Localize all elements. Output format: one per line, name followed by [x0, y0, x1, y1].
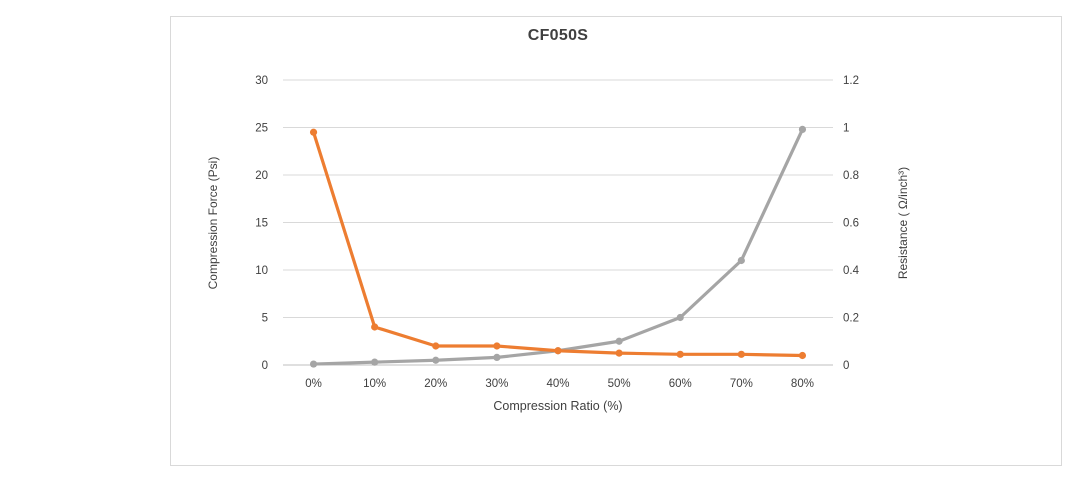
- left-axis-tick-label: 5: [262, 313, 268, 325]
- data-point-resistance: [554, 347, 562, 355]
- data-point-resistance: [676, 350, 684, 358]
- x-axis-tick-label: 30%: [485, 378, 508, 390]
- left-axis-tick-label: 15: [255, 218, 268, 230]
- data-point-compression-force: [737, 256, 745, 265]
- series-line-resistance: [311, 130, 805, 358]
- data-point-compression-force: [676, 313, 684, 322]
- x-axis-tick-label: 0%: [305, 378, 322, 390]
- x-axis-tick-label: 80%: [791, 378, 814, 390]
- right-axis-tick-label: 1.2: [843, 75, 859, 87]
- data-point-resistance: [432, 342, 440, 350]
- left-axis-tick-label: 10: [255, 265, 268, 277]
- data-point-compression-force: [493, 353, 501, 361]
- right-axis-tick-label: 1: [843, 123, 849, 135]
- left-axis-tick-label: 30: [255, 75, 268, 87]
- right-axis-tick-label: 0.6: [843, 218, 859, 230]
- data-point-compression-force: [798, 125, 807, 133]
- right-axis-tick-label: 0.8: [843, 170, 859, 182]
- right-axis-tick-label: 0.4: [843, 265, 860, 277]
- data-point-resistance: [615, 349, 623, 357]
- x-axis-title: Compression Ratio (%): [493, 399, 623, 413]
- x-axis-tick-label: 10%: [363, 378, 386, 390]
- data-point-compression-force: [371, 358, 379, 366]
- data-point-resistance: [371, 323, 379, 331]
- x-axis-tick-label: 40%: [546, 378, 569, 390]
- line-chart-plot: 0 0 5 0.2 10 0.4 15 0.6 20 0.8 25 1 30 1.2 0% 10% 20% 30%…: [255, 75, 860, 390]
- right-axis-tick-label: 0.2: [843, 313, 859, 325]
- data-point-resistance: [737, 350, 745, 358]
- x-axis-tick-label: 50%: [608, 378, 631, 390]
- data-point-compression-force: [309, 360, 318, 368]
- data-point-resistance: [798, 351, 807, 360]
- data-point-resistance: [309, 128, 318, 136]
- chart-title: CF050S: [527, 27, 589, 44]
- series-line-compression-force: [311, 127, 805, 366]
- right-axis-tick-label: 0: [843, 360, 849, 372]
- x-axis-tick-label: 20%: [424, 378, 447, 390]
- data-point-compression-force: [432, 356, 440, 364]
- data-point-compression-force: [615, 337, 623, 345]
- data-point-resistance: [493, 342, 501, 350]
- x-axis-tick-label: 70%: [730, 378, 753, 390]
- x-axis-tick-label: 60%: [669, 378, 692, 390]
- left-axis-tick-label: 25: [255, 123, 268, 135]
- chart-panel: CF050S Compression Force (Psi) Resistanc…: [170, 16, 1062, 466]
- left-axis-tick-label: 0: [262, 360, 268, 372]
- left-axis-tick-label: 20: [255, 170, 268, 182]
